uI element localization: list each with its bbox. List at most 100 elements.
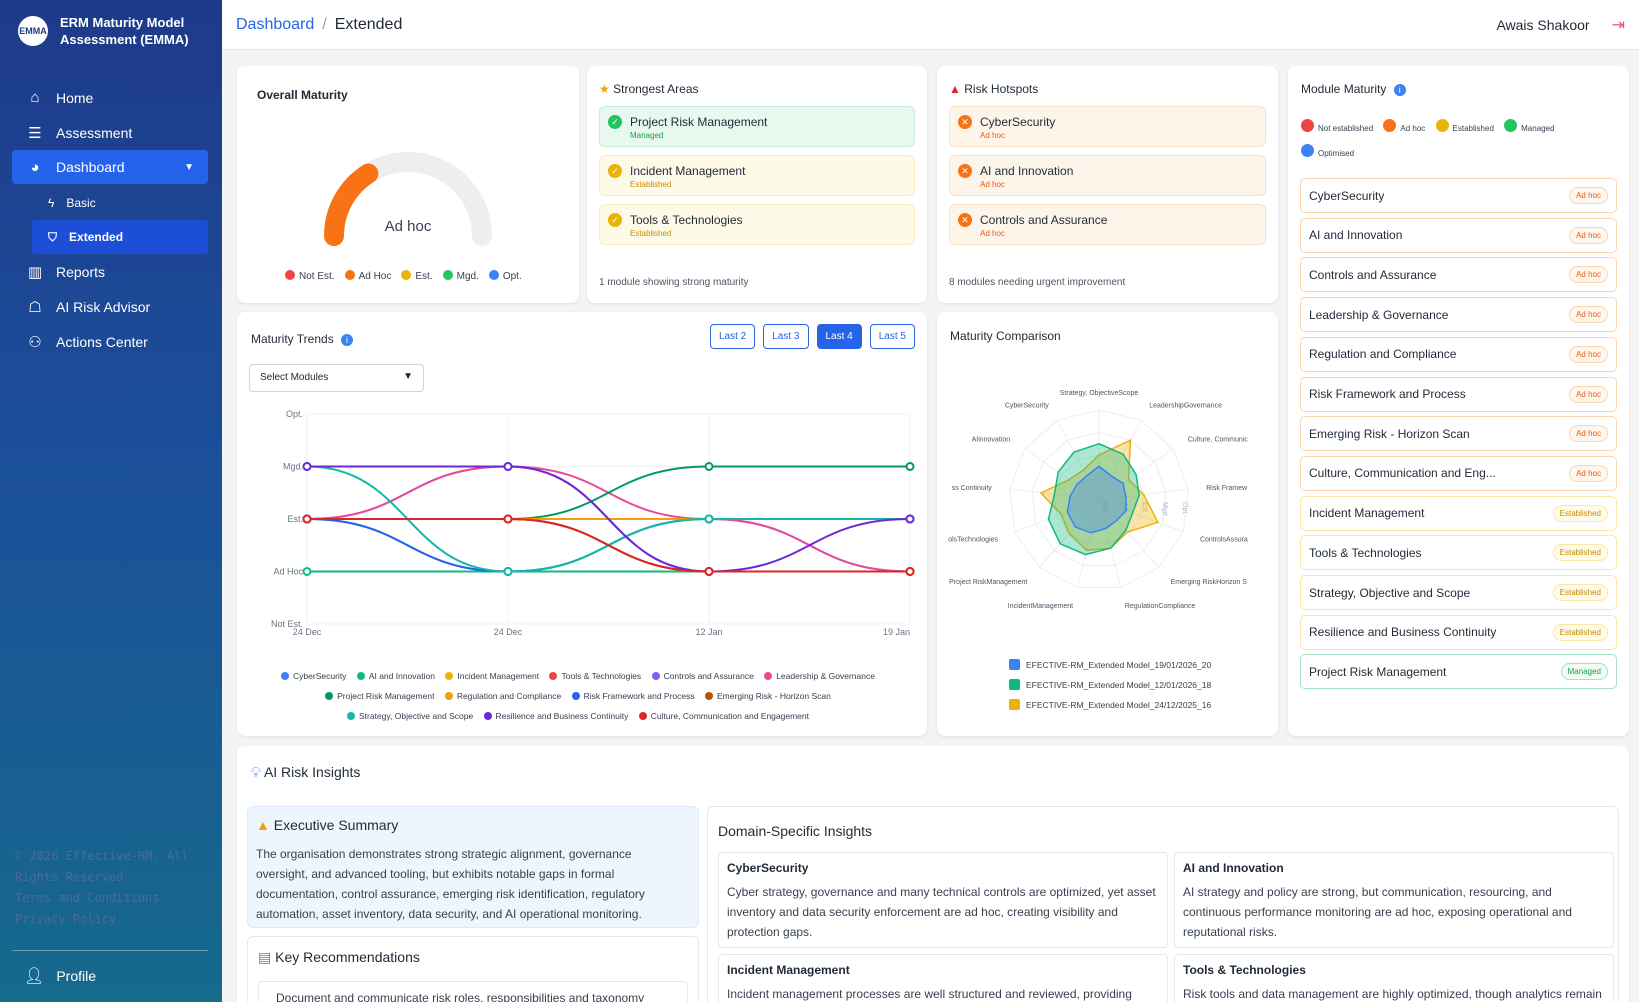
last-5-button[interactable]: Last 5: [869, 324, 915, 349]
key-recommendations: ▤ Key Recommendations Document and commu…: [247, 936, 699, 1002]
legend-item[interactable]: AI and Innovation: [356, 671, 435, 681]
series-line: [306, 465, 910, 573]
legend-item[interactable]: Emerging Risk - Horizon Scan: [705, 691, 831, 701]
last-3-button[interactable]: Last 3: [763, 324, 809, 349]
module-name: Leadership & Governance: [1309, 307, 1449, 322]
sidebar-item-assessment[interactable]: ☰ Assessment: [0, 115, 222, 150]
legend-item[interactable]: Strategy, Objective and Scope: [346, 711, 473, 721]
sidebar-item-reports[interactable]: ▥ Reports: [0, 254, 222, 289]
sidebar-subitem-extended[interactable]: ⛉ Extended: [32, 220, 208, 254]
module-item[interactable]: Incident Management Established: [1300, 495, 1617, 531]
module-item[interactable]: Tools & Technologies Established: [1300, 535, 1617, 571]
legend-item[interactable]: Project Risk Management: [325, 691, 434, 701]
breadcrumb-separator: /: [322, 15, 327, 33]
data-point: [704, 514, 714, 524]
last-4-button[interactable]: Last 4: [816, 324, 862, 349]
user-name: Awais Shakoor: [1496, 16, 1590, 33]
legend-item[interactable]: CyberSecurity: [281, 671, 346, 681]
card-title: AI Risk Insights: [263, 764, 361, 780]
status-badge: Established: [1552, 623, 1608, 641]
module-item[interactable]: Project Risk Management Managed: [1300, 654, 1617, 690]
module-item[interactable]: Controls and Assurance Ad hoc: [1300, 257, 1617, 293]
list-item[interactable]: ✓ Tools & Technologies Established: [599, 204, 915, 245]
last-2-button[interactable]: Last 2: [710, 324, 756, 349]
module-item[interactable]: Strategy, Objective and Scope Established: [1300, 575, 1617, 610]
sidebar-item-actions[interactable]: ⚇ Actions Center: [0, 324, 222, 359]
module-item[interactable]: Leadership & Governance Ad hoc: [1300, 297, 1617, 333]
module-item[interactable]: AI and Innovation Ad hoc: [1300, 217, 1617, 253]
y-tick-label: Est.: [287, 514, 303, 524]
card-title: Module Maturity: [1301, 82, 1387, 96]
risk-hotspots-card: ▲ Risk Hotspots ✕ CyberSecurity Ad hoc ✕…: [937, 66, 1278, 303]
legend-item[interactable]: EFECTIVE-RM_Extended Model_19/01/2026_20: [1009, 655, 1211, 675]
sidebar-item-ai-advisor[interactable]: ☖ AI Risk Advisor: [0, 289, 222, 324]
legend-item[interactable]: Risk Framework and Process: [571, 691, 695, 701]
legend-item[interactable]: Resilience and Business Continuity: [483, 711, 628, 721]
x-circle-icon: ✕: [958, 213, 972, 227]
legend-not-est: Not Est.: [285, 270, 335, 282]
rec-title: Key Recommendations: [275, 949, 420, 965]
radar-ring-label: Opt: [1181, 502, 1188, 513]
legend-item[interactable]: Incident Management: [445, 671, 539, 681]
profile-label: Profile: [56, 968, 96, 984]
radar-axis-label: Emerging RiskHorizon S: [1171, 579, 1248, 586]
module-name: CyberSecurity: [1309, 188, 1385, 203]
radar-spoke: [1056, 420, 1100, 501]
list-item[interactable]: ✓ Project Risk Management Managed: [599, 106, 915, 147]
module-item[interactable]: Emerging Risk - Horizon Scan Ad hoc: [1300, 416, 1617, 452]
logout-icon[interactable]: ⇥: [1611, 16, 1625, 34]
radar-ring-label: Not: [1101, 502, 1108, 513]
copyright-text: © 2026 Effective-RM. All: [15, 849, 189, 863]
legend-item[interactable]: EFECTIVE-RM_Extended Model_12/01/2026_18: [1009, 675, 1211, 695]
legend-item[interactable]: Controls and Assurance: [651, 671, 754, 681]
sidebar-item-label: Extended: [69, 230, 124, 244]
profile-button[interactable]: 👤︎ Profile: [24, 966, 96, 986]
list-item[interactable]: ✕ AI and Innovation Ad hoc: [949, 155, 1266, 196]
sidebar-item-home[interactable]: ⌂ Home: [0, 80, 222, 115]
sidebar-subitem-basic[interactable]: ϟ Basic: [0, 186, 222, 220]
breadcrumb-dashboard[interactable]: Dashboard: [236, 15, 315, 33]
radar-ring: [1031, 431, 1167, 567]
list-item[interactable]: ✕ CyberSecurity Ad hoc: [949, 106, 1266, 147]
info-icon[interactable]: i: [1393, 84, 1406, 96]
radar-axis-label: LeadershipGovernance: [1149, 402, 1222, 409]
x-tick-label: 19 Jan: [883, 627, 910, 637]
module-item[interactable]: CyberSecurity Ad hoc: [1300, 178, 1617, 213]
module-item[interactable]: Culture, Communication and Eng... Ad hoc: [1300, 455, 1617, 491]
list-item[interactable]: ✕ Controls and Assurance Ad hoc: [949, 204, 1266, 245]
list-item[interactable]: ✓ Incident Management Established: [599, 155, 915, 196]
trend-chart: Not Est. Ad Hoc Est. Mgd. Opt. 24 Dec 24 Dec 12…: [271, 409, 915, 637]
legend-item[interactable]: Culture, Communication and Engagement: [638, 711, 809, 721]
radar-axis-label: Culture, Communic: [1188, 437, 1248, 444]
y-tick-label: Not Est.: [271, 619, 303, 629]
module-item[interactable]: Resilience and Business Continuity Establ…: [1300, 614, 1617, 650]
sidebar-item-dashboard[interactable]: ◕ Dashboard ▼: [12, 150, 208, 184]
check-circle-icon: ✓: [608, 115, 622, 129]
legend-item[interactable]: EFECTIVE-RM_Extended Model_24/12/2025_16: [1009, 695, 1211, 715]
legend-item[interactable]: Regulation and Compliance: [444, 691, 561, 701]
list-check-icon: ☰: [28, 124, 42, 142]
module-select[interactable]: Select Modules ▼: [249, 364, 424, 392]
radar-chart: Strategy, ObjectiveScope LeadershipGovern…: [948, 390, 1248, 610]
legend-item[interactable]: Tools & Technologies: [549, 671, 641, 681]
privacy-link[interactable]: Privacy Policy: [15, 912, 117, 926]
data-point: [704, 567, 714, 576]
radar-axis-label: Project RiskManagement: [949, 579, 1027, 586]
status-badge: Ad hoc: [1569, 345, 1608, 363]
radar-axis-label: CyberSecurity: [1005, 402, 1049, 409]
chevron-down-icon: ▼: [184, 161, 194, 173]
radar-spoke: [1098, 420, 1142, 501]
module-name: AI and Innovation: [1309, 228, 1403, 243]
legend-item[interactable]: Leadership & Governance: [764, 671, 875, 681]
terms-link[interactable]: Terms and Conditions: [15, 891, 160, 905]
radar-spoke: [1024, 448, 1100, 501]
module-item[interactable]: Risk Framework and Process Ad hoc: [1300, 376, 1617, 412]
module-item[interactable]: Regulation and Compliance Ad hoc: [1300, 336, 1617, 372]
card-title: Overall Maturity: [257, 88, 348, 102]
brand[interactable]: EMMA ERM Maturity Model Assessment (EMMA…: [0, 0, 222, 62]
info-icon[interactable]: i: [341, 334, 354, 346]
status-badge: Ad hoc: [1569, 306, 1608, 324]
sidebar-item-label: Reports: [56, 263, 106, 280]
sidebar-item-label: Assessment: [56, 124, 133, 141]
status-badge: Ad hoc: [1569, 266, 1608, 284]
